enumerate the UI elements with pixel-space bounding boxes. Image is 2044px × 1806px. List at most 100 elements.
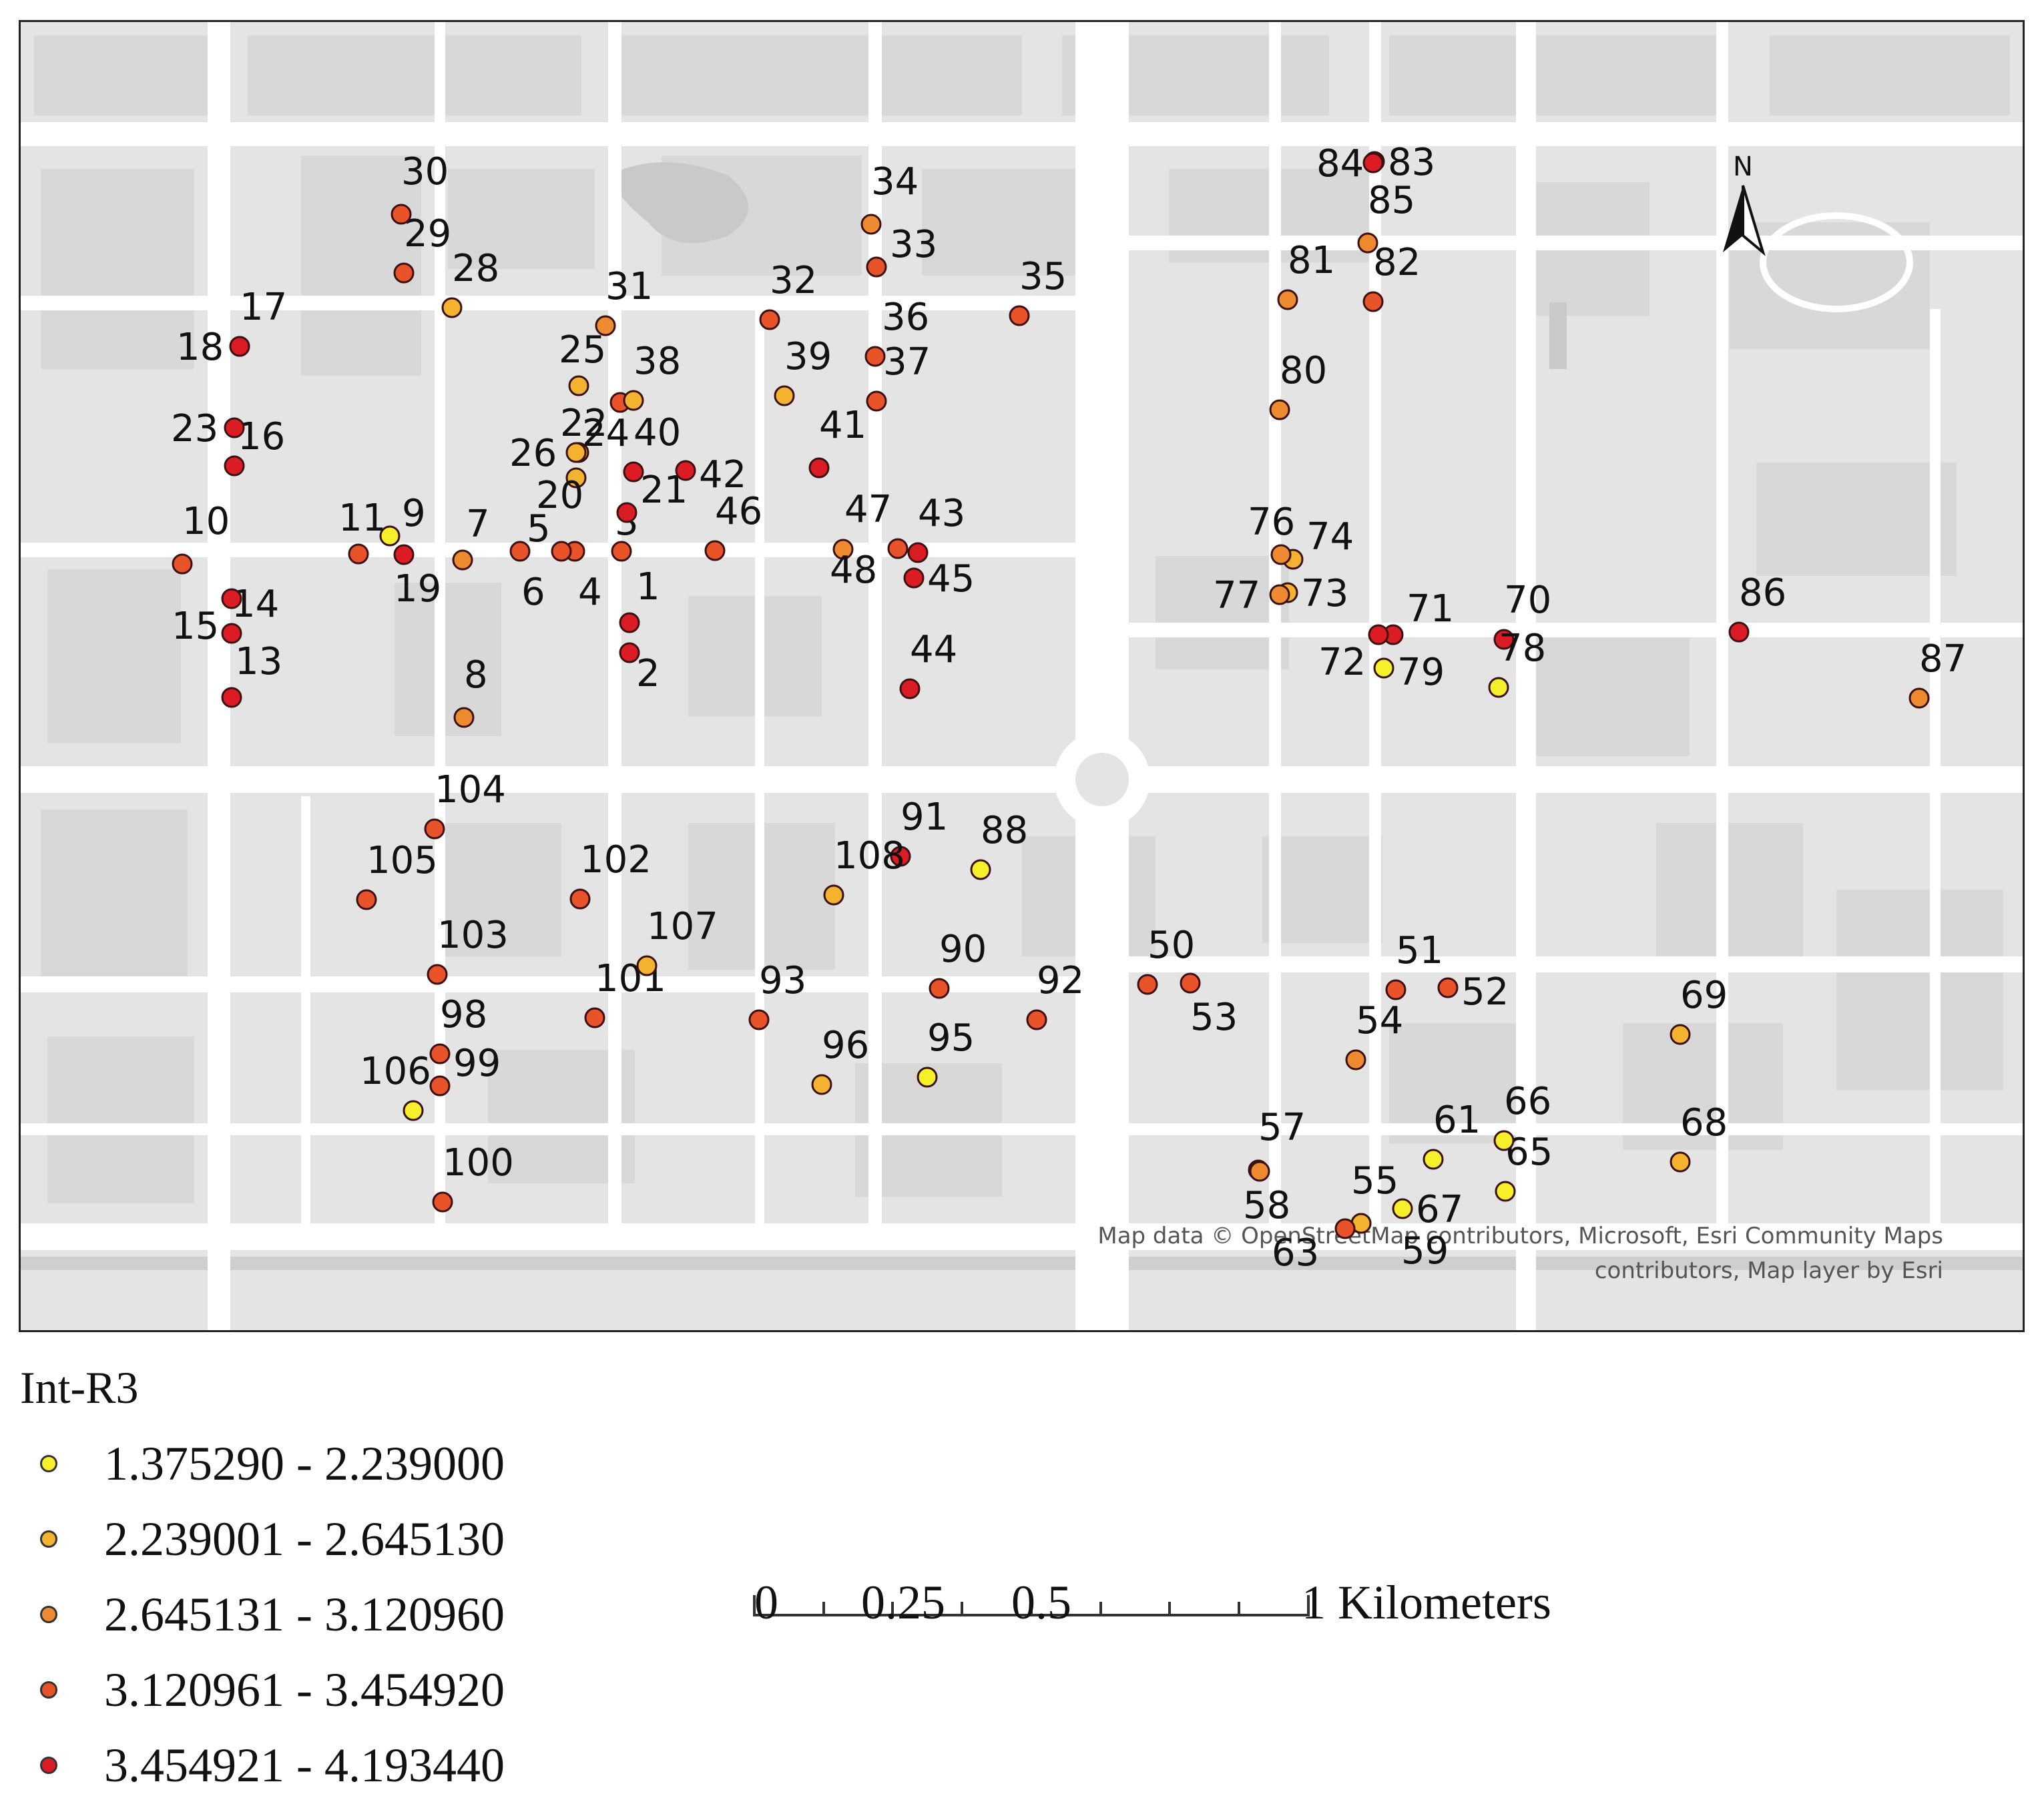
site-point-51[interactable] bbox=[1385, 979, 1407, 1000]
site-point-44[interactable] bbox=[899, 678, 921, 699]
site-point-102[interactable] bbox=[569, 888, 591, 910]
site-point-70[interactable] bbox=[1493, 629, 1515, 650]
site-point-46[interactable] bbox=[704, 540, 726, 561]
site-point-6[interactable] bbox=[551, 541, 572, 562]
site-point-92[interactable] bbox=[1026, 1009, 1047, 1030]
site-point-28[interactable] bbox=[441, 297, 463, 318]
site-point-42[interactable] bbox=[675, 460, 696, 481]
site-point-78[interactable] bbox=[1488, 677, 1509, 698]
site-point-10[interactable] bbox=[172, 553, 193, 575]
site-point-7[interactable] bbox=[452, 549, 473, 571]
site-point-54[interactable] bbox=[1345, 1049, 1366, 1071]
site-point-35[interactable] bbox=[1009, 305, 1030, 326]
basemap bbox=[21, 22, 2023, 1330]
site-point-101[interactable] bbox=[584, 1007, 605, 1028]
site-point-11[interactable] bbox=[348, 543, 369, 565]
site-label-32: 32 bbox=[770, 259, 817, 302]
site-point-41[interactable] bbox=[808, 457, 830, 479]
site-point-80[interactable] bbox=[1269, 399, 1290, 420]
site-point-37[interactable] bbox=[866, 390, 887, 412]
site-label-37: 37 bbox=[883, 340, 931, 384]
site-point-105[interactable] bbox=[356, 889, 377, 910]
site-point-3[interactable] bbox=[611, 541, 632, 562]
site-point-36[interactable] bbox=[864, 346, 886, 367]
site-point-33[interactable] bbox=[866, 256, 887, 278]
site-point-9[interactable] bbox=[379, 525, 401, 547]
site-point-87[interactable] bbox=[1908, 687, 1930, 709]
site-point-40[interactable] bbox=[623, 461, 644, 483]
site-point-32[interactable] bbox=[759, 309, 780, 330]
site-point-16[interactable] bbox=[224, 455, 245, 477]
site-point-95[interactable] bbox=[917, 1067, 938, 1088]
site-point-53[interactable] bbox=[1180, 972, 1201, 994]
site-point-13[interactable] bbox=[221, 687, 242, 708]
site-point-108[interactable] bbox=[823, 884, 844, 906]
site-point-43[interactable] bbox=[907, 542, 929, 563]
site-point-79[interactable] bbox=[1373, 657, 1394, 679]
site-point-2[interactable] bbox=[619, 642, 640, 663]
site-point-48[interactable] bbox=[832, 539, 854, 560]
site-point-77[interactable] bbox=[1269, 584, 1290, 605]
map-panel[interactable]: N Map data © OpenStreetMap contributors,… bbox=[19, 20, 2025, 1332]
site-point-1[interactable] bbox=[619, 612, 640, 633]
legend-label-1: 1.375290 - 2.239000 bbox=[104, 1436, 505, 1490]
site-point-104[interactable] bbox=[424, 818, 445, 840]
site-point-8[interactable] bbox=[453, 707, 475, 728]
scale-label-0: 0 bbox=[754, 1576, 778, 1629]
site-point-93[interactable] bbox=[748, 1009, 770, 1030]
site-point-88[interactable] bbox=[970, 859, 991, 880]
site-point-38[interactable] bbox=[623, 390, 644, 411]
site-point-63[interactable] bbox=[1334, 1218, 1356, 1239]
site-point-23[interactable] bbox=[224, 417, 245, 438]
site-point-26[interactable] bbox=[565, 442, 587, 463]
site-point-18[interactable] bbox=[229, 336, 250, 357]
site-point-85[interactable] bbox=[1357, 232, 1378, 254]
site-point-98[interactable] bbox=[429, 1043, 451, 1065]
site-point-100[interactable] bbox=[432, 1191, 453, 1213]
site-point-30[interactable] bbox=[391, 204, 412, 225]
site-point-21[interactable] bbox=[616, 502, 637, 523]
site-point-67[interactable] bbox=[1392, 1198, 1413, 1219]
site-point-25[interactable] bbox=[568, 375, 589, 396]
site-point-66[interactable] bbox=[1493, 1130, 1515, 1151]
site-label-98: 98 bbox=[440, 993, 487, 1036]
site-point-84[interactable] bbox=[1362, 152, 1384, 174]
site-point-81[interactable] bbox=[1277, 289, 1298, 310]
site-point-103[interactable] bbox=[427, 964, 448, 985]
site-point-5[interactable] bbox=[509, 541, 531, 562]
site-point-14[interactable] bbox=[221, 623, 242, 644]
site-point-68[interactable] bbox=[1670, 1151, 1691, 1173]
site-point-34[interactable] bbox=[860, 214, 882, 235]
site-point-52[interactable] bbox=[1437, 977, 1459, 998]
site-point-107[interactable] bbox=[636, 955, 658, 976]
site-point-20[interactable] bbox=[565, 467, 587, 489]
site-point-76[interactable] bbox=[1270, 544, 1292, 565]
site-point-29[interactable] bbox=[393, 262, 415, 284]
legend-label-3: 2.645131 - 3.120960 bbox=[104, 1587, 505, 1641]
site-point-45[interactable] bbox=[903, 567, 925, 589]
site-point-58[interactable] bbox=[1249, 1161, 1270, 1182]
site-point-69[interactable] bbox=[1670, 1024, 1691, 1045]
site-label-25: 25 bbox=[559, 328, 606, 372]
site-point-106[interactable] bbox=[403, 1100, 424, 1121]
site-label-6: 6 bbox=[521, 571, 545, 614]
site-point-99[interactable] bbox=[429, 1075, 451, 1097]
map-canvas[interactable]: N Map data © OpenStreetMap contributors,… bbox=[21, 22, 2023, 1330]
site-point-15[interactable] bbox=[221, 588, 242, 609]
site-label-92: 92 bbox=[1037, 959, 1084, 1002]
site-point-61[interactable] bbox=[1423, 1149, 1444, 1170]
site-point-86[interactable] bbox=[1728, 621, 1750, 643]
site-point-96[interactable] bbox=[811, 1074, 832, 1095]
site-point-19[interactable] bbox=[393, 544, 415, 565]
site-point-50[interactable] bbox=[1137, 974, 1158, 995]
site-point-82[interactable] bbox=[1362, 291, 1384, 312]
site-label-39: 39 bbox=[784, 335, 832, 378]
site-point-72[interactable] bbox=[1368, 624, 1389, 645]
site-point-31[interactable] bbox=[595, 315, 616, 336]
site-point-91[interactable] bbox=[890, 846, 911, 867]
site-point-90[interactable] bbox=[929, 978, 950, 999]
site-label-95: 95 bbox=[927, 1016, 975, 1060]
site-point-39[interactable] bbox=[774, 385, 795, 406]
site-point-65[interactable] bbox=[1495, 1181, 1516, 1202]
site-point-47[interactable] bbox=[887, 538, 909, 559]
